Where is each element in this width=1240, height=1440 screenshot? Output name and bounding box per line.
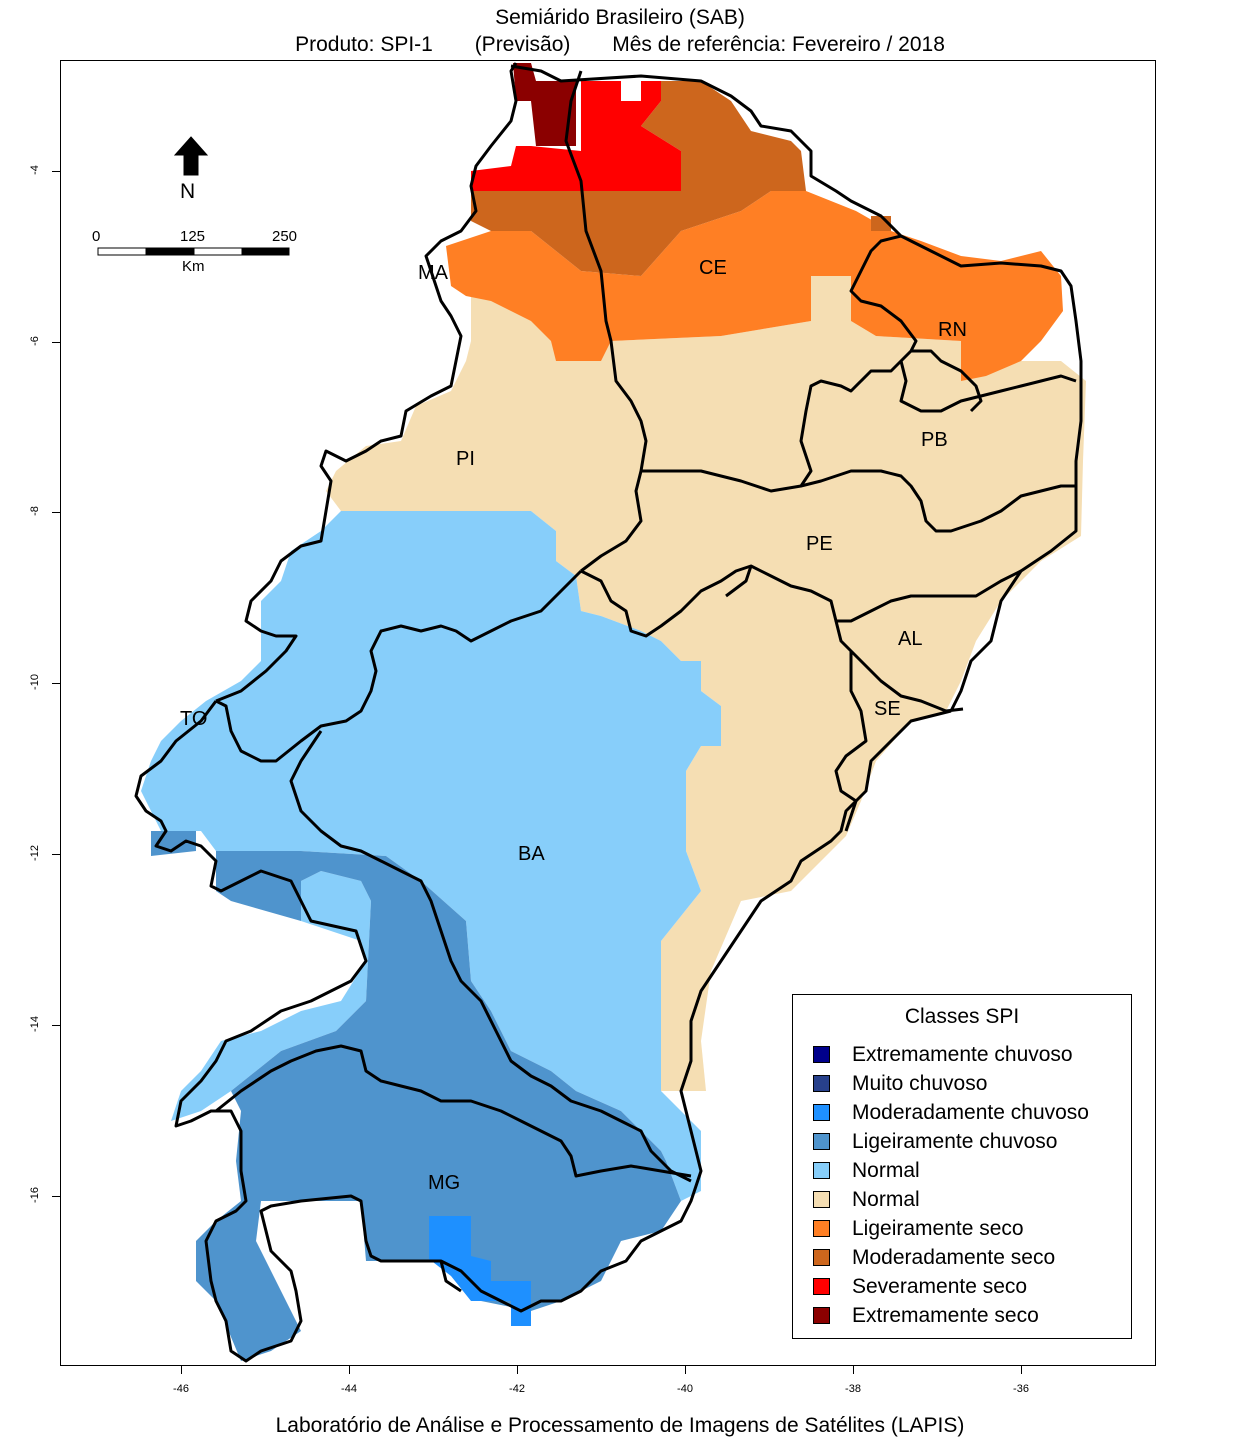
- legend: Classes SPI Extremamente chuvoso Muito c…: [792, 994, 1132, 1339]
- legend-label: Moderadamente chuvoso: [852, 1100, 1089, 1124]
- legend-swatch: [813, 1307, 830, 1324]
- spi-map: [134, 62, 1086, 1363]
- legend-label: Ligeiramente seco: [852, 1216, 1024, 1240]
- legend-label: Extremamente chuvoso: [852, 1042, 1073, 1066]
- legend-label: Normal: [852, 1158, 920, 1182]
- legend-item: Normal: [813, 1156, 920, 1185]
- state-label-se: SE: [874, 698, 901, 720]
- y-tick-label: -16: [29, 1187, 41, 1203]
- scale-unit: Km: [182, 258, 205, 275]
- y-tick-label: -10: [29, 674, 41, 690]
- y-tick-label: -14: [29, 1016, 41, 1032]
- y-tickmark: [52, 512, 60, 513]
- legend-label: Normal: [852, 1187, 920, 1211]
- legend-label: Ligeiramente chuvoso: [852, 1129, 1058, 1153]
- legend-item: Normal: [813, 1185, 920, 1214]
- y-tickmark: [52, 683, 60, 684]
- legend-item: Moderadamente chuvoso: [813, 1098, 1089, 1127]
- map-plot-area: [60, 60, 1156, 1366]
- region-moderately-wet: [429, 1216, 531, 1326]
- scale-label-125: 125: [180, 228, 206, 245]
- legend-swatch: [813, 1162, 830, 1179]
- legend-item: Ligeiramente seco: [813, 1214, 1024, 1243]
- y-tickmark: [52, 342, 60, 343]
- legend-swatch: [813, 1075, 830, 1092]
- y-tick-label: -12: [29, 845, 41, 861]
- product-label: Produto: SPI-1: [295, 33, 433, 56]
- scale-bar-graphic: [97, 247, 290, 256]
- state-label-ce: CE: [699, 257, 727, 279]
- legend-label: Severamente seco: [852, 1274, 1028, 1298]
- y-tick-label: -6: [29, 336, 41, 346]
- legend-swatch: [813, 1278, 830, 1295]
- state-borders: [134, 62, 1083, 1363]
- north-arrow-icon: [173, 136, 209, 176]
- north-label: N: [180, 180, 196, 203]
- state-label-pb: PB: [921, 429, 948, 451]
- y-tickmark: [52, 1196, 60, 1197]
- y-tick-label: -4: [29, 165, 41, 175]
- y-tickmark: [52, 171, 60, 172]
- x-tickmark: [349, 1366, 350, 1374]
- x-tickmark: [181, 1366, 182, 1374]
- legend-title: Classes SPI: [904, 1005, 1020, 1028]
- footer-credit: Laboratório de Análise e Processamento d…: [275, 1414, 965, 1437]
- x-tick-label: -38: [845, 1383, 861, 1395]
- state-label-to: TO: [180, 708, 208, 730]
- legend-swatch: [813, 1249, 830, 1266]
- x-tick-label: -36: [1013, 1383, 1029, 1395]
- region-normal-wet: [141, 511, 721, 1201]
- x-tickmark: [517, 1366, 518, 1374]
- x-tickmark: [1021, 1366, 1022, 1374]
- y-tickmark: [52, 1025, 60, 1026]
- region-normal-dry: [326, 276, 1086, 1091]
- state-label-mg: MG: [428, 1172, 461, 1194]
- x-tickmark: [685, 1366, 686, 1374]
- forecast-label: (Previsão): [474, 33, 571, 56]
- legend-item: Extremamente seco: [813, 1301, 1039, 1330]
- legend-swatch: [813, 1104, 830, 1121]
- legend-swatch: [813, 1220, 830, 1237]
- scale-label-0: 0: [92, 228, 101, 245]
- x-tick-label: -44: [341, 1383, 357, 1395]
- legend-label: Extremamente seco: [852, 1303, 1039, 1327]
- legend-item: Extremamente chuvoso: [813, 1040, 1073, 1069]
- map-subtitle: Produto: SPI-1 (Previsão) Mês de referên…: [0, 33, 1240, 57]
- state-label-rn: RN: [938, 319, 967, 341]
- legend-item: Severamente seco: [813, 1272, 1027, 1301]
- map-title: Semiárido Brasileiro (SAB): [495, 6, 745, 29]
- reference-month-label: Mês de referência: Fevereiro / 2018: [612, 33, 945, 56]
- legend-swatch: [813, 1133, 830, 1150]
- state-label-pe: PE: [806, 533, 833, 555]
- legend-item: Muito chuvoso: [813, 1069, 987, 1098]
- state-label-ma: MA: [418, 262, 448, 284]
- x-tick-label: -46: [173, 1383, 189, 1395]
- legend-item: Ligeiramente chuvoso: [813, 1127, 1057, 1156]
- x-tick-label: -40: [677, 1383, 693, 1395]
- legend-swatch: [813, 1191, 830, 1208]
- scale-label-250: 250: [272, 228, 298, 245]
- x-tickmark: [853, 1366, 854, 1374]
- x-tick-label: -42: [509, 1383, 525, 1395]
- y-tick-label: -8: [29, 506, 41, 516]
- legend-label: Moderadamente seco: [852, 1245, 1056, 1269]
- region-extremely-dry: [513, 63, 576, 146]
- region-slightly-wet: [151, 831, 681, 1361]
- legend-item: Moderadamente seco: [813, 1243, 1055, 1272]
- region-severely-dry: [471, 81, 681, 191]
- state-label-al: AL: [898, 628, 923, 650]
- y-tickmark: [52, 854, 60, 855]
- legend-label: Muito chuvoso: [852, 1071, 988, 1095]
- state-label-pi: PI: [456, 448, 475, 470]
- state-label-ba: BA: [518, 843, 545, 865]
- legend-swatch: [813, 1046, 830, 1063]
